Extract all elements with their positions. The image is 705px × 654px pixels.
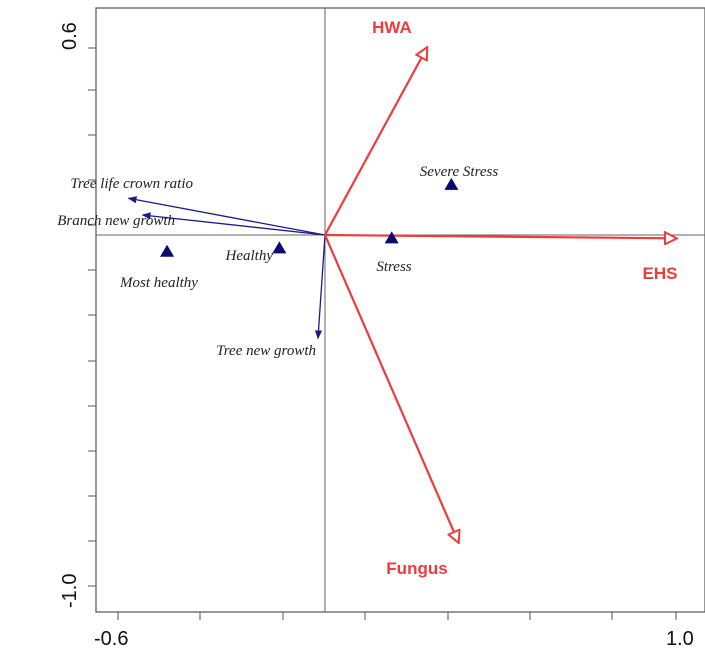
environmental-vectors (323, 48, 676, 542)
sample-point-marker (160, 244, 175, 257)
species-vector-label: Tree life crown ratio (70, 176, 193, 192)
sample-point-label: Most healthy (119, 275, 198, 291)
environmental-vector-arrow (323, 234, 458, 542)
vector-labels: Tree life crown ratio Branch new growth Tr… (57, 18, 677, 578)
species-vector-label: Branch new growth (57, 213, 175, 229)
environmental-vector-label: EHS (643, 264, 678, 283)
environmental-vector-arrow (324, 235, 676, 238)
sample-points (160, 177, 459, 257)
species-vector-arrow (314, 234, 326, 340)
species-vector-arrow (127, 196, 326, 236)
sample-point-marker (384, 231, 399, 244)
x-tick-label-min: -0.6 (94, 628, 128, 650)
sample-point-label: Stress (376, 259, 411, 275)
species-vector-arrow (141, 212, 326, 236)
x-tick-label-max: 1.0 (666, 628, 694, 650)
environmental-vector-arrow (324, 48, 427, 236)
species-vectors (127, 196, 326, 340)
sample-point-marker (272, 241, 287, 254)
plot-frame (95, 7, 705, 613)
species-vector-label: Tree new growth (216, 343, 316, 359)
sample-point-label: Healthy (225, 248, 274, 264)
axis-ticks (88, 47, 677, 620)
environmental-vector-label: Fungus (386, 559, 447, 578)
environmental-vector-label: HWA (372, 18, 412, 37)
sample-point-label: Severe Stress (420, 164, 499, 180)
y-tick-label-min: -1.0 (59, 574, 81, 608)
y-tick-label-max: 0.6 (59, 22, 81, 50)
sample-point-marker (444, 177, 459, 190)
zero-axis-lines (96, 8, 705, 612)
